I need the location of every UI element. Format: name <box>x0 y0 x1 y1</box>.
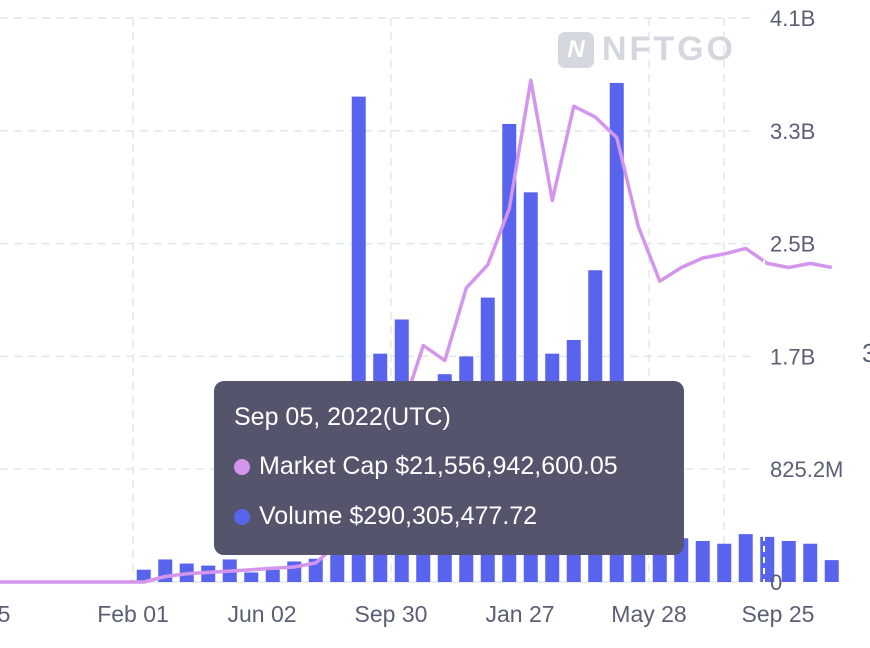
x-tick-label: Feb 01 <box>97 601 169 627</box>
volume-bar <box>738 534 753 582</box>
market-cap-line <box>0 78 833 584</box>
nftgo-logo-icon: N <box>558 31 594 68</box>
x-tick-label: Jun 02 <box>227 601 296 627</box>
hover-tooltip: Sep 05, 2022(UTC) Market Cap $21,556,942… <box>214 381 684 555</box>
x-tick-label: May 28 <box>611 601 686 627</box>
x-tick-label: 5 <box>0 601 10 627</box>
y-tick-label: 3.3B <box>770 119 815 144</box>
y-tick-label: 0 <box>770 570 782 595</box>
y-axis-tick-labels: 0 825.2M 1.7B 2.5B 3.3B 4.1B <box>770 6 843 595</box>
x-axis-tick-labels: 5 Feb 01 Jun 02 Sep 30 Jan 27 May 28 Sep 25 <box>0 601 814 627</box>
market-cap-dot-icon <box>234 458 250 475</box>
tooltip-date: Sep 05, 2022(UTC) <box>234 403 451 431</box>
tooltip-value: $21,556,942,600.05 <box>395 452 618 480</box>
clipped-axis-label: 3 <box>862 338 870 368</box>
volume-bar <box>824 560 839 582</box>
tooltip-label: Volume <box>259 502 343 530</box>
y-tick-label: 4.1B <box>770 6 815 31</box>
tooltip-row-market-cap: Market Cap $21,556,942,600.05 <box>234 452 684 481</box>
x-tick-label: Sep 30 <box>355 601 428 627</box>
y-tick-label: 2.5B <box>770 232 815 257</box>
nftgo-wordmark: NFTGO <box>602 30 736 68</box>
y-tick-label: 825.2M <box>770 457 843 482</box>
volume-bar <box>803 543 818 582</box>
volume-bar <box>265 569 280 582</box>
volume-bar <box>136 569 151 582</box>
tooltip-value: $290,305,477.72 <box>349 502 538 530</box>
y-tick-label: 1.7B <box>770 344 815 369</box>
volume-bar <box>781 540 796 582</box>
volume-bar <box>244 572 259 582</box>
volume-dot-icon <box>234 508 250 525</box>
x-tick-label: Sep 25 <box>742 601 815 627</box>
tooltip-label: Market Cap <box>259 452 389 480</box>
volume-bar <box>695 540 710 582</box>
x-tick-label: Jan 27 <box>485 601 554 627</box>
tooltip-row-volume: Volume $290,305,477.72 <box>234 502 684 531</box>
nftgo-watermark: N NFTGO <box>558 30 736 69</box>
volume-bar <box>717 543 732 582</box>
